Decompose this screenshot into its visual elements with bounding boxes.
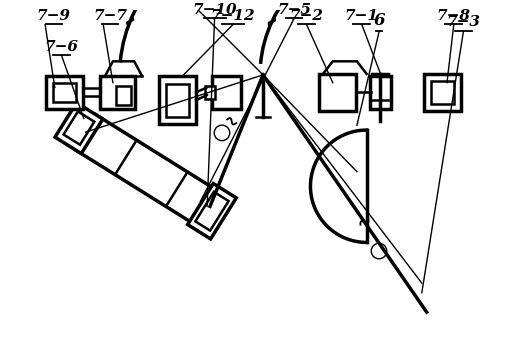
Bar xyxy=(430,81,454,104)
Text: 6: 6 xyxy=(373,12,385,30)
Bar xyxy=(74,115,223,229)
Text: 7−3: 7−3 xyxy=(447,15,480,30)
Bar xyxy=(205,86,215,99)
Text: 7−10: 7−10 xyxy=(193,3,237,17)
Text: 7−2: 7−2 xyxy=(290,9,323,23)
Bar xyxy=(64,112,94,145)
Bar xyxy=(116,86,132,105)
Bar xyxy=(159,76,196,124)
Text: 7−8: 7−8 xyxy=(437,9,471,23)
Bar xyxy=(55,103,103,154)
Bar xyxy=(166,84,189,117)
Bar xyxy=(53,83,76,102)
Text: 7−9: 7−9 xyxy=(37,9,71,23)
Bar xyxy=(100,76,135,109)
Text: 7−1: 7−1 xyxy=(345,9,379,23)
Bar xyxy=(319,74,356,111)
Bar xyxy=(211,76,241,109)
Text: 7−5: 7−5 xyxy=(277,3,311,17)
Bar xyxy=(188,184,236,239)
Text: 7−7: 7−7 xyxy=(93,9,127,23)
Bar xyxy=(195,192,229,231)
Bar xyxy=(370,76,391,109)
Text: 7−12: 7−12 xyxy=(211,9,255,23)
Bar xyxy=(46,76,83,109)
Text: 7−6: 7−6 xyxy=(45,40,78,54)
Bar xyxy=(424,74,461,111)
